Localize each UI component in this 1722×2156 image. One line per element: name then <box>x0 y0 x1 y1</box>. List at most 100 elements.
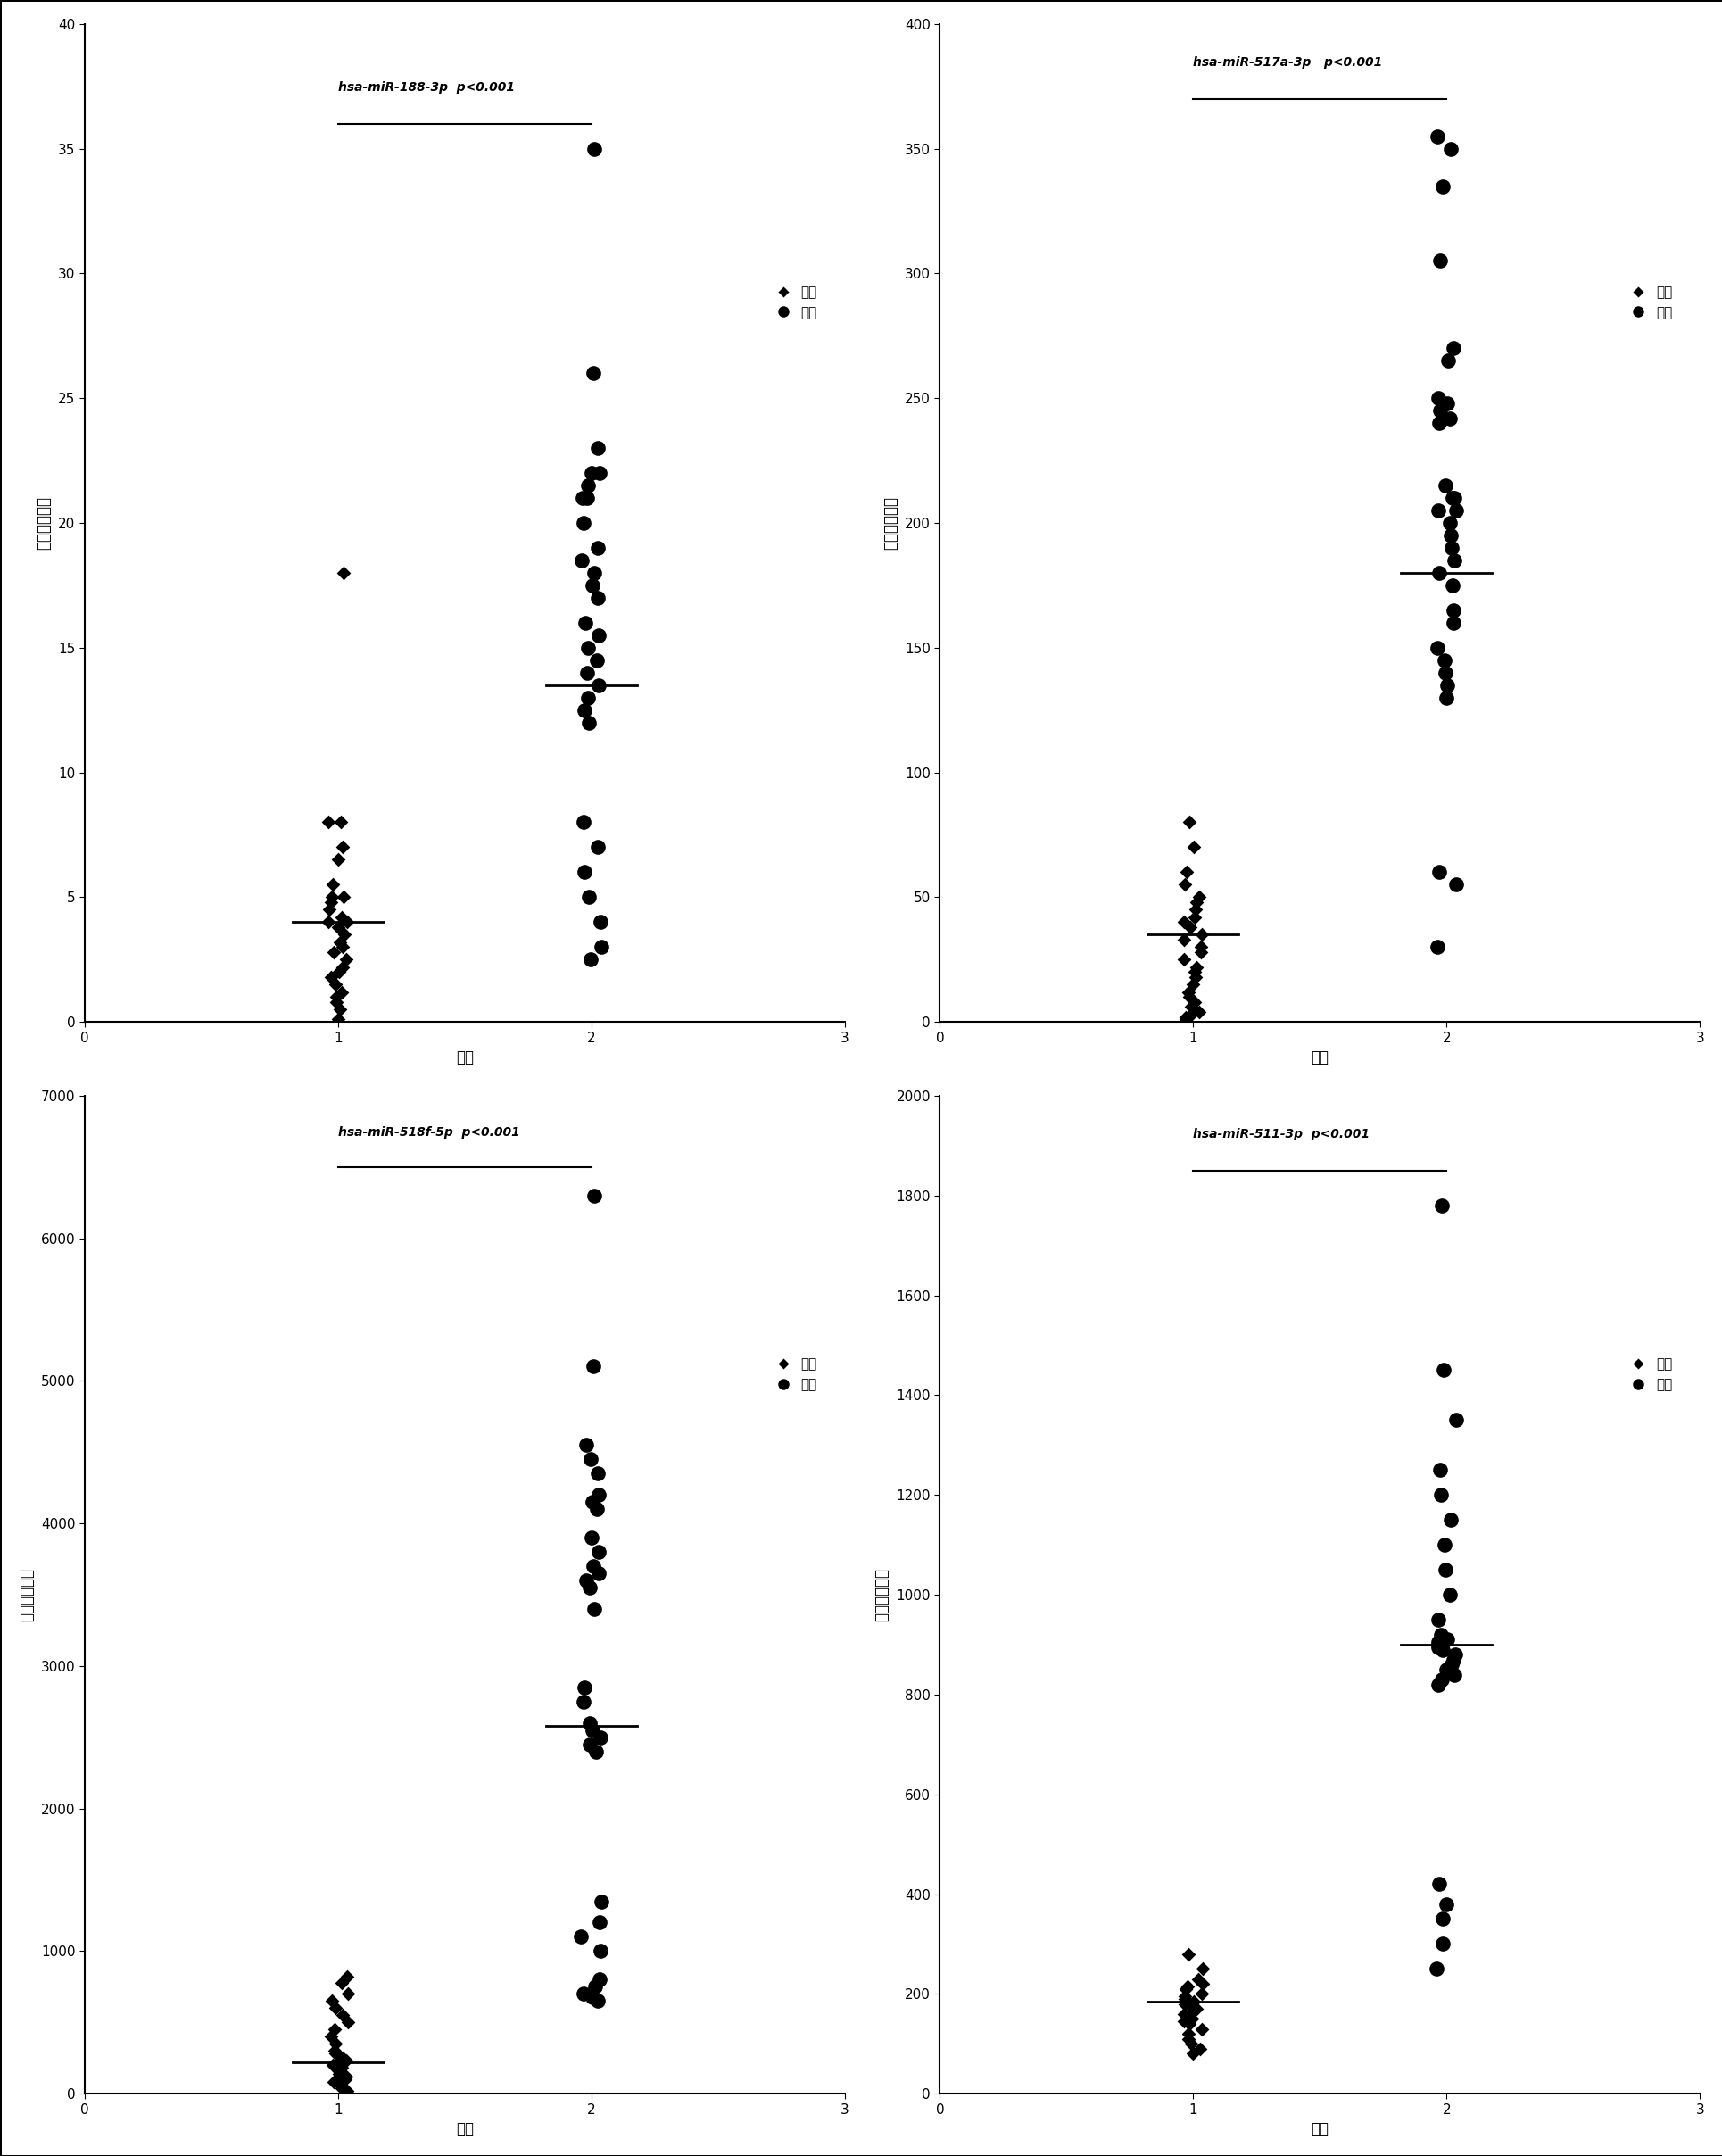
Point <box>327 804 355 839</box>
Point <box>587 1934 615 1968</box>
Point <box>585 906 613 940</box>
Point <box>1438 567 1465 602</box>
Point <box>1173 1999 1200 2033</box>
Point <box>1176 2027 1204 2061</box>
Point <box>575 1570 603 1604</box>
Point <box>1440 1636 1467 1671</box>
Point <box>584 1477 611 1511</box>
Y-axis label: 相对表达水平: 相对表达水平 <box>36 496 52 550</box>
Point <box>325 2046 353 2081</box>
Point <box>334 2074 362 2109</box>
Point <box>573 655 601 690</box>
Point <box>329 556 356 591</box>
Point <box>1424 1667 1452 1701</box>
Legend: 对照, 阳性: 对照, 阳性 <box>765 280 823 326</box>
Point <box>582 1492 610 1526</box>
Point <box>1428 1902 1455 1936</box>
Text: hsa-miR-511-3p  p<0.001: hsa-miR-511-3p p<0.001 <box>1193 1128 1369 1141</box>
Point <box>332 2076 360 2111</box>
Point <box>1174 975 1202 1009</box>
Point <box>1428 1662 1455 1697</box>
Point <box>1171 1000 1199 1035</box>
Point <box>329 929 356 964</box>
Point <box>1176 1990 1204 2024</box>
Point <box>1169 906 1197 940</box>
Point <box>327 2070 355 2104</box>
Point <box>1188 2012 1216 2046</box>
Point <box>1433 1621 1460 1656</box>
Point <box>1181 884 1209 918</box>
Point <box>1173 856 1200 890</box>
Point <box>573 481 601 515</box>
Point <box>579 567 606 602</box>
Point <box>325 2055 353 2089</box>
Point <box>568 543 596 578</box>
Point <box>327 899 355 934</box>
Point <box>325 925 353 959</box>
Point <box>1180 1984 1207 2018</box>
Point <box>573 468 601 502</box>
Point <box>1188 916 1216 951</box>
Point <box>1180 955 1207 990</box>
Point <box>329 1999 356 2033</box>
Point <box>580 1548 608 1583</box>
Point <box>587 1884 615 1919</box>
Point <box>585 1962 613 1996</box>
Point <box>1441 494 1469 528</box>
Point <box>570 507 598 541</box>
Point <box>1174 2022 1202 2057</box>
Point <box>1180 2037 1207 2072</box>
Point <box>1424 556 1452 591</box>
Point <box>585 1906 613 1940</box>
Point <box>1171 1003 1199 1037</box>
Point <box>579 1712 606 1746</box>
Point <box>1440 1658 1467 1692</box>
Point <box>1178 2001 1205 2035</box>
Point <box>1169 942 1197 977</box>
Point <box>1424 494 1452 528</box>
Point <box>1173 1968 1200 2003</box>
Point <box>1174 979 1202 1013</box>
Point <box>1440 1643 1467 1677</box>
Point <box>1426 392 1453 427</box>
Point <box>585 668 613 703</box>
Point <box>1169 923 1197 957</box>
Point <box>320 2012 348 2046</box>
Point <box>1424 1867 1452 1902</box>
Point <box>1429 1354 1457 1388</box>
Point <box>1171 1981 1199 2016</box>
Point <box>1428 1927 1455 1962</box>
Point <box>1440 593 1467 627</box>
Point <box>1431 1552 1459 1587</box>
Point <box>322 979 350 1013</box>
Point <box>1433 1886 1460 1921</box>
Point <box>1186 936 1214 970</box>
Point <box>584 530 611 565</box>
Point <box>322 968 350 1003</box>
Point <box>580 556 608 591</box>
Point <box>572 1563 599 1598</box>
Point <box>317 884 344 918</box>
Point <box>1174 1936 1202 1971</box>
Point <box>329 830 356 865</box>
Point <box>1169 1979 1197 2014</box>
Point <box>1174 804 1202 839</box>
Point <box>1428 168 1455 203</box>
Point <box>1436 132 1464 166</box>
Point <box>1424 1602 1452 1636</box>
Point <box>1429 1632 1457 1667</box>
Point <box>568 481 596 515</box>
Point <box>577 942 604 977</box>
Point <box>1174 2007 1202 2042</box>
Point <box>1440 606 1467 640</box>
Point <box>572 1427 599 1462</box>
Point <box>322 2027 350 2061</box>
Point <box>329 951 356 985</box>
Text: hsa-miR-517a-3p   p<0.001: hsa-miR-517a-3p p<0.001 <box>1193 56 1381 69</box>
Point <box>1171 1986 1199 2020</box>
Point <box>575 1705 603 1740</box>
Point <box>570 692 598 727</box>
Legend: 对照, 阳性: 对照, 阳性 <box>1619 1352 1677 1397</box>
Point <box>324 910 351 944</box>
Point <box>570 1671 598 1705</box>
